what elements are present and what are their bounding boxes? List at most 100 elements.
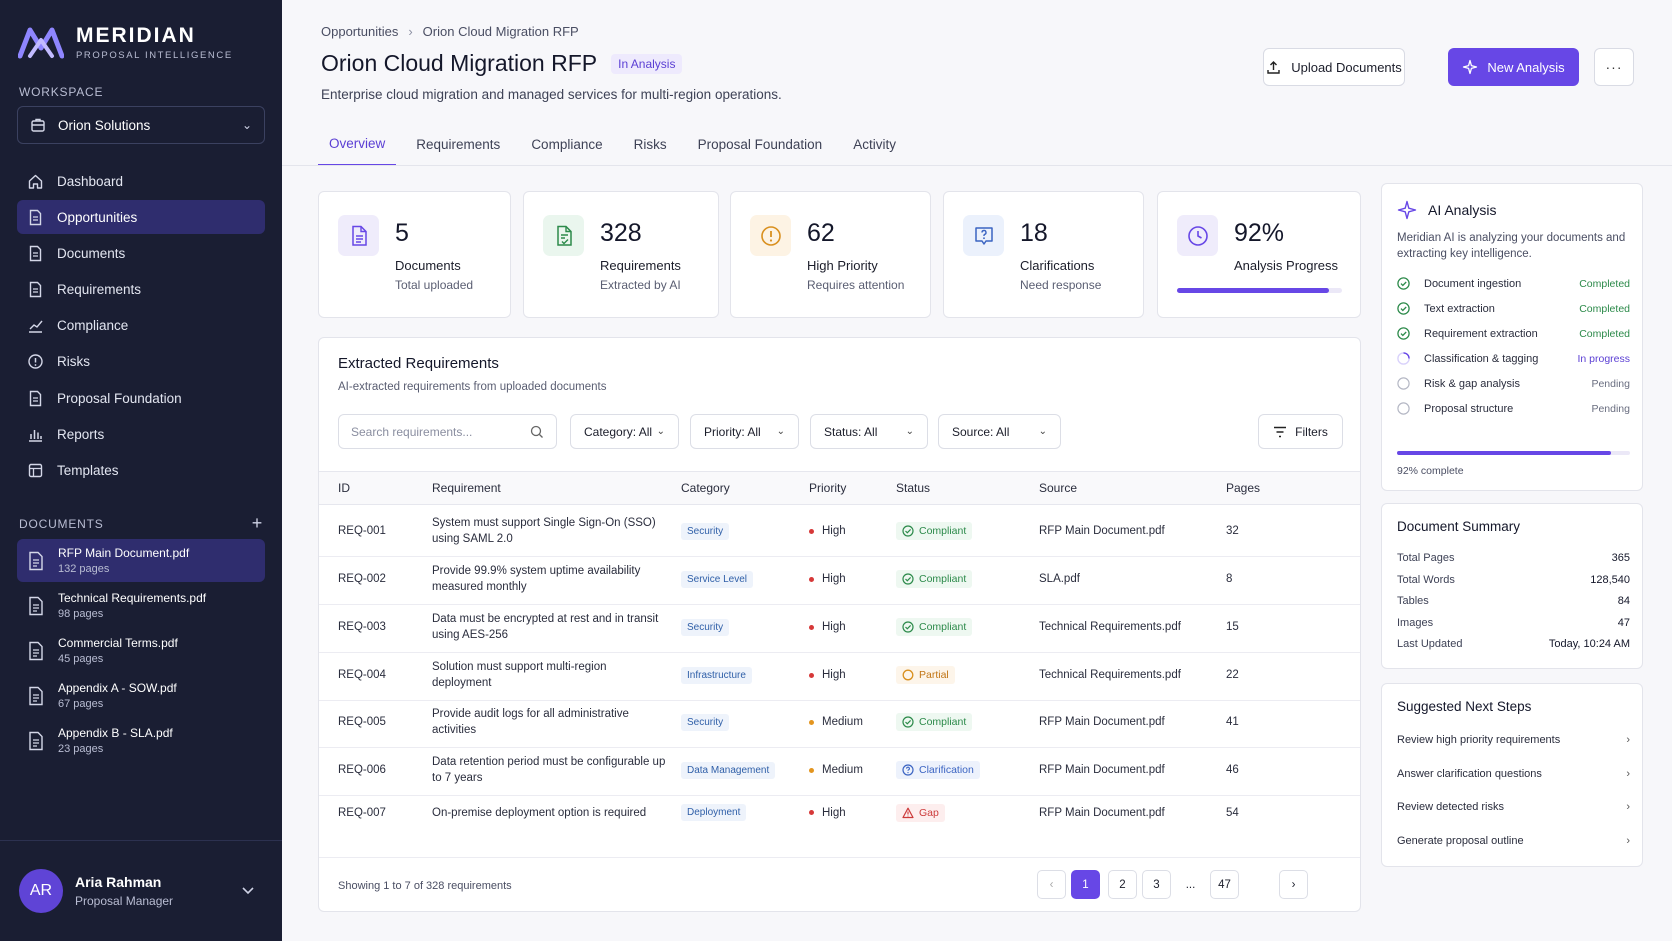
upload-icon bbox=[1267, 60, 1280, 74]
table-row[interactable]: REQ-003 Data must be encrypted at rest an… bbox=[319, 602, 1360, 653]
add-document-icon[interactable]: + bbox=[251, 513, 263, 533]
column-header-id[interactable]: ID bbox=[338, 481, 350, 495]
document-icon bbox=[29, 281, 42, 298]
step-label: Proposal structure bbox=[1424, 402, 1514, 415]
column-header-requirement[interactable]: Requirement bbox=[432, 481, 501, 495]
column-header-category[interactable]: Category bbox=[681, 481, 730, 495]
logo[interactable]: MERIDIAN PROPOSAL INTELLIGENCE bbox=[18, 24, 233, 61]
summary-value: 47 bbox=[1617, 616, 1630, 629]
file-icon bbox=[29, 686, 43, 705]
alert-circle-icon bbox=[28, 354, 43, 370]
page-button[interactable]: 2 bbox=[1108, 870, 1137, 899]
table-row[interactable]: REQ-002 Provide 99.9% system uptime avail… bbox=[319, 554, 1360, 605]
search-icon bbox=[530, 425, 543, 438]
summary-value: Today, 10:24 AM bbox=[1548, 638, 1630, 650]
next-step-item[interactable]: Review detected risks › bbox=[1397, 801, 1630, 813]
sidebar-item-requirements[interactable]: Requirements bbox=[17, 273, 265, 307]
chevron-down-icon[interactable] bbox=[242, 887, 254, 895]
document-list: RFP Main Document.pdf 132 pages Technical … bbox=[17, 539, 265, 764]
page-button[interactable]: 1 bbox=[1071, 870, 1100, 899]
sidebar-item-compliance[interactable]: Compliance bbox=[17, 309, 265, 343]
tab-activity[interactable]: Activity bbox=[853, 136, 896, 152]
table-row[interactable]: REQ-006 Data retention period must be con… bbox=[319, 745, 1360, 796]
stat-card-requirements[interactable]: 328 Requirements Extracted by AI bbox=[523, 191, 719, 318]
workspace-select[interactable]: Orion Solutions ⌄ bbox=[17, 106, 265, 144]
bar-chart-icon bbox=[29, 429, 42, 442]
search-input[interactable]: Search requirements... bbox=[338, 414, 557, 449]
prev-page-button[interactable]: ‹ bbox=[1037, 870, 1066, 899]
table-row[interactable]: REQ-007 On-premise deployment option is r… bbox=[319, 793, 1360, 832]
next-page-button[interactable]: › bbox=[1279, 870, 1308, 899]
chevron-right-icon: › bbox=[408, 24, 413, 39]
category-tag: Infrastructure bbox=[681, 666, 752, 684]
chevron-down-icon: ⌄ bbox=[905, 426, 914, 437]
sidebar-item-opportunities[interactable]: Opportunities bbox=[17, 200, 265, 235]
card-subtitle: AI-extracted requirements from uploaded … bbox=[338, 381, 607, 393]
page-button[interactable]: 3 bbox=[1142, 870, 1171, 899]
tab-overview[interactable]: Overview bbox=[318, 122, 397, 166]
next-step-item[interactable]: Review high priority requirements › bbox=[1397, 734, 1630, 746]
status-label: Clarification bbox=[919, 764, 974, 776]
upload-documents-button[interactable]: Upload Documents bbox=[1263, 48, 1405, 86]
empty-circle-icon bbox=[1397, 402, 1410, 415]
page-button[interactable]: 47 bbox=[1210, 870, 1239, 899]
tab-risks[interactable]: Risks bbox=[633, 136, 667, 152]
sidebar-item-reports[interactable]: Reports bbox=[17, 417, 265, 451]
check-circle-icon bbox=[1397, 302, 1410, 315]
document-list-item[interactable]: Appendix B - SLA.pdf 23 pages bbox=[17, 719, 265, 762]
more-options-button[interactable]: ··· bbox=[1594, 48, 1634, 86]
cell-id: REQ-004 bbox=[338, 669, 386, 681]
status-filter[interactable]: Status: All ⌄ bbox=[810, 414, 928, 449]
pagination-summary: Showing 1 to 7 of 328 requirements bbox=[338, 880, 512, 892]
sidebar-item-proposal-foundation[interactable]: Proposal Foundation bbox=[17, 381, 265, 415]
document-summary-card: Document Summary Total Pages 365 Total Wor… bbox=[1381, 503, 1643, 669]
source-filter[interactable]: Source: All ⌄ bbox=[938, 414, 1061, 449]
new-analysis-button[interactable]: New Analysis bbox=[1448, 48, 1579, 86]
stat-value: 18 bbox=[1020, 219, 1048, 247]
stat-label: Documents bbox=[395, 258, 461, 273]
category-filter[interactable]: Category: All ⌄ bbox=[570, 414, 679, 449]
file-icon bbox=[29, 641, 43, 660]
document-list-item[interactable]: RFP Main Document.pdf 132 pages bbox=[17, 539, 265, 582]
stat-card-clarifications[interactable]: 18 Clarifications Need response bbox=[943, 191, 1144, 318]
stat-card-documents[interactable]: 5 Documents Total uploaded bbox=[318, 191, 511, 318]
tab-requirements[interactable]: Requirements bbox=[416, 136, 501, 152]
summary-key: Last Updated bbox=[1397, 638, 1463, 650]
filter-label: Status: All bbox=[824, 424, 878, 439]
document-list-item[interactable]: Technical Requirements.pdf 98 pages bbox=[17, 584, 265, 627]
stat-card-analysis-progress[interactable]: 92% Analysis Progress bbox=[1157, 191, 1361, 318]
document-list-item[interactable]: Appendix A - SOW.pdf 67 pages bbox=[17, 674, 265, 717]
user-profile[interactable]: AR Aria Rahman Proposal Manager bbox=[0, 840, 282, 941]
table-row[interactable]: REQ-004 Solution must support multi-regio… bbox=[319, 650, 1360, 701]
table-header: ID Requirement Category Priority Status Sourc… bbox=[319, 471, 1360, 505]
stat-value: 92% bbox=[1234, 219, 1285, 247]
sidebar-item-dashboard[interactable]: Dashboard bbox=[17, 164, 265, 198]
breadcrumb-opportunities[interactable]: Opportunities bbox=[321, 24, 399, 39]
table-row[interactable]: REQ-005 Provide audit logs for all admini… bbox=[319, 697, 1360, 748]
priority-dot bbox=[809, 719, 814, 725]
column-header-source[interactable]: Source bbox=[1039, 481, 1078, 495]
summary-row: Last Updated Today, 10:24 AM bbox=[1397, 638, 1630, 650]
tab-compliance[interactable]: Compliance bbox=[531, 136, 603, 152]
next-step-label: Generate proposal outline bbox=[1397, 834, 1524, 847]
tab-proposal-foundation[interactable]: Proposal Foundation bbox=[697, 136, 823, 152]
sidebar-item-templates[interactable]: Templates bbox=[17, 454, 265, 488]
priority-filter[interactable]: Priority: All ⌄ bbox=[690, 414, 799, 449]
sidebar-item-documents[interactable]: Documents bbox=[17, 236, 265, 270]
filter-label: Source: All bbox=[952, 424, 1010, 439]
filters-button[interactable]: Filters bbox=[1258, 414, 1343, 449]
empty-circle-icon bbox=[1397, 377, 1410, 390]
summary-key: Tables bbox=[1397, 595, 1429, 607]
table-row[interactable]: REQ-001 System must support Single Sign-O… bbox=[319, 506, 1360, 557]
next-step-item[interactable]: Generate proposal outline › bbox=[1397, 835, 1630, 847]
card-title: Extracted Requirements bbox=[338, 355, 499, 372]
next-step-item[interactable]: Answer clarification questions › bbox=[1397, 768, 1630, 780]
column-header-status[interactable]: Status bbox=[896, 481, 931, 495]
cell-priority: High bbox=[822, 806, 846, 819]
sidebar-item-risks[interactable]: Risks bbox=[17, 345, 265, 379]
stat-card-high-priority[interactable]: 62 High Priority Requires attention bbox=[730, 191, 931, 318]
column-header-priority[interactable]: Priority bbox=[809, 481, 847, 495]
column-header-pages[interactable]: Pages bbox=[1226, 481, 1261, 495]
document-list-item[interactable]: Commercial Terms.pdf 45 pages bbox=[17, 629, 265, 672]
category-tag: Security bbox=[681, 618, 730, 636]
